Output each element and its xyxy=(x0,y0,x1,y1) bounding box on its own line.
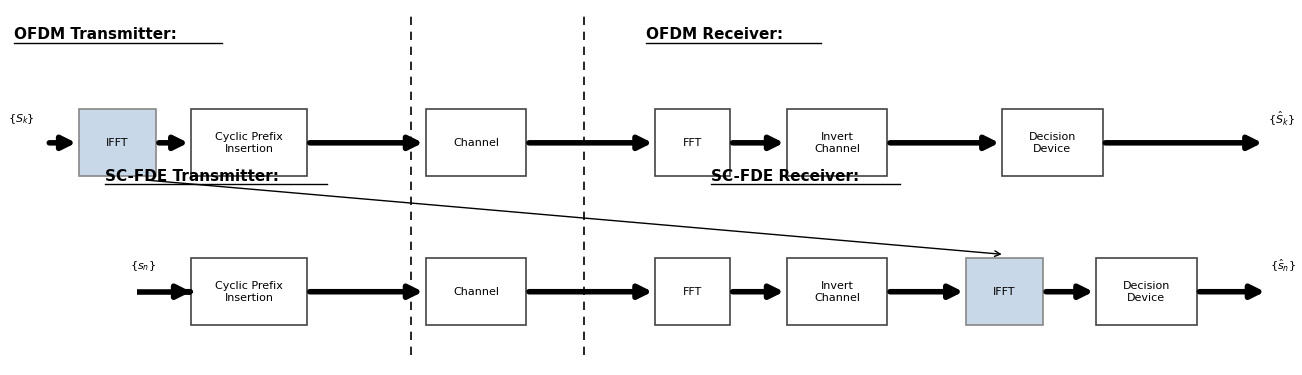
Text: OFDM Receiver:: OFDM Receiver: xyxy=(646,27,784,42)
FancyBboxPatch shape xyxy=(655,110,730,176)
Text: SC-FDE Receiver:: SC-FDE Receiver: xyxy=(711,169,859,184)
FancyBboxPatch shape xyxy=(966,258,1043,325)
Text: $\{\hat{S}_k\}$: $\{\hat{S}_k\}$ xyxy=(1268,110,1294,128)
Text: Decision
Device: Decision Device xyxy=(1122,281,1170,303)
Text: SC-FDE Transmitter:: SC-FDE Transmitter: xyxy=(104,169,279,184)
Text: Decision
Device: Decision Device xyxy=(1029,132,1075,154)
Text: FFT: FFT xyxy=(682,138,702,148)
Text: $\{\hat{s}_n\}$: $\{\hat{s}_n\}$ xyxy=(1271,258,1295,274)
FancyBboxPatch shape xyxy=(426,110,526,176)
Text: Invert
Channel: Invert Channel xyxy=(814,132,859,154)
Text: IFFT: IFFT xyxy=(107,138,129,148)
Text: IFFT: IFFT xyxy=(993,287,1016,297)
FancyBboxPatch shape xyxy=(78,110,156,176)
FancyBboxPatch shape xyxy=(191,258,307,325)
Text: $\{S_k\}$: $\{S_k\}$ xyxy=(8,112,35,126)
FancyBboxPatch shape xyxy=(655,258,730,325)
FancyBboxPatch shape xyxy=(426,258,526,325)
FancyBboxPatch shape xyxy=(786,110,887,176)
Text: Cyclic Prefix
Insertion: Cyclic Prefix Insertion xyxy=(215,132,283,154)
Text: Channel: Channel xyxy=(453,138,499,148)
FancyBboxPatch shape xyxy=(1003,110,1103,176)
Text: $\{s_n\}$: $\{s_n\}$ xyxy=(130,259,156,273)
Text: OFDM Transmitter:: OFDM Transmitter: xyxy=(14,27,177,42)
FancyBboxPatch shape xyxy=(191,110,307,176)
Text: Channel: Channel xyxy=(453,287,499,297)
FancyBboxPatch shape xyxy=(1096,258,1197,325)
Text: Invert
Channel: Invert Channel xyxy=(814,281,859,303)
Text: FFT: FFT xyxy=(682,287,702,297)
FancyBboxPatch shape xyxy=(786,258,887,325)
Text: Cyclic Prefix
Insertion: Cyclic Prefix Insertion xyxy=(215,281,283,303)
